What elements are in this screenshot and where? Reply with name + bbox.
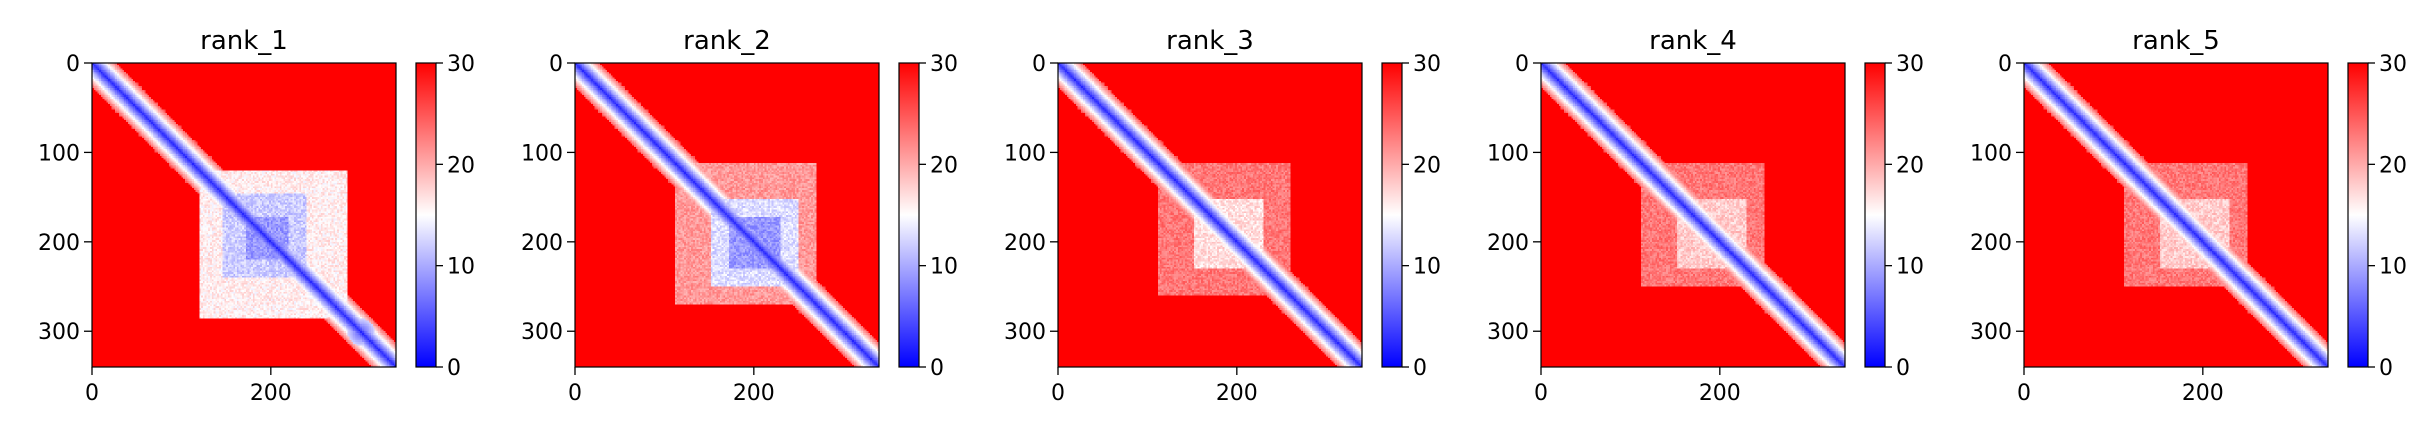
colorbar-tick-label: 0 [2379, 356, 2393, 381]
y-tick-label: 300 [521, 320, 563, 345]
y-tick-label: 0 [549, 52, 563, 77]
heatmap-panel-4: rank_4 0 100 200 300 0 200 0 10 20 30 [1487, 26, 1924, 406]
colorbar-tick-label: 10 [930, 255, 958, 280]
y-tick-label: 200 [521, 231, 563, 256]
heatmap-image [1541, 63, 1845, 367]
colorbar-tick-label: 30 [1413, 52, 1441, 77]
plot-frame [91, 62, 397, 368]
colorbar-tick-label: 0 [1896, 356, 1910, 381]
chart-title: rank_3 [1166, 26, 1254, 56]
colorbar-tick-label: 20 [930, 153, 958, 178]
colorbar-tick-label: 20 [447, 153, 475, 178]
plot-frame [1540, 62, 1846, 368]
colorbar-tick-label: 30 [1896, 52, 1924, 77]
y-tick-label: 100 [1487, 141, 1529, 166]
colorbar-frame [415, 62, 437, 368]
y-tick-label: 200 [1004, 231, 1046, 256]
colorbar-tick-label: 10 [2379, 255, 2407, 280]
colorbar [416, 63, 436, 367]
x-tick-label: 200 [1699, 381, 1741, 406]
y-tick-label: 0 [1032, 52, 1046, 77]
chart-title: rank_2 [683, 26, 771, 56]
colorbar-tick-label: 30 [2379, 52, 2407, 77]
y-tick-label: 0 [1515, 52, 1529, 77]
colorbar-tick-label: 20 [1413, 153, 1441, 178]
y-tick-label: 200 [1970, 231, 2012, 256]
colorbar-tick-label: 10 [447, 255, 475, 280]
colorbar-tick-label: 20 [2379, 153, 2407, 178]
colorbar-tick-label: 30 [930, 52, 958, 77]
colorbar-tick-label: 20 [1896, 153, 1924, 178]
heatmap-image [575, 63, 879, 367]
chart-title: rank_4 [1649, 26, 1737, 56]
y-tick-label: 300 [1004, 320, 1046, 345]
colorbar-frame [1381, 62, 1403, 368]
heatmap-image [92, 63, 396, 367]
y-tick-label: 100 [521, 141, 563, 166]
plot-frame [1057, 62, 1363, 368]
y-tick-label: 300 [1487, 320, 1529, 345]
x-tick-label: 0 [1051, 381, 1065, 406]
heatmap-panel-2: rank_2 0 100 200 300 0 200 0 10 20 30 [521, 26, 958, 406]
chart-title: rank_1 [200, 26, 288, 56]
x-tick-label: 0 [2017, 381, 2031, 406]
heatmap-panel-5: rank_5 0 100 200 300 0 200 0 10 20 30 [1970, 26, 2407, 406]
colorbar-tick-label: 30 [447, 52, 475, 77]
x-tick-label: 200 [733, 381, 775, 406]
y-tick-label: 100 [1970, 141, 2012, 166]
colorbar [899, 63, 919, 367]
y-tick-label: 100 [1004, 141, 1046, 166]
y-tick-label: 300 [38, 320, 80, 345]
colorbar [1382, 63, 1402, 367]
heatmap-image [2024, 63, 2328, 367]
y-tick-label: 200 [38, 231, 80, 256]
colorbar-tick-label: 10 [1896, 255, 1924, 280]
colorbar [2348, 63, 2368, 367]
plot-frame [574, 62, 880, 368]
y-tick-label: 200 [1487, 231, 1529, 256]
colorbar-tick-label: 0 [930, 356, 944, 381]
y-tick-label: 100 [38, 141, 80, 166]
y-tick-label: 0 [1998, 52, 2012, 77]
heatmap-image [1058, 63, 1362, 367]
x-tick-label: 200 [250, 381, 292, 406]
colorbar-tick-label: 10 [1413, 255, 1441, 280]
y-tick-label: 300 [1970, 320, 2012, 345]
chart-title: rank_5 [2132, 26, 2220, 56]
x-tick-label: 200 [1216, 381, 1258, 406]
colorbar-frame [1864, 62, 1886, 368]
x-tick-label: 0 [85, 381, 99, 406]
colorbar-tick-label: 0 [447, 356, 461, 381]
colorbar-tick-label: 0 [1413, 356, 1427, 381]
colorbar-frame [898, 62, 920, 368]
heatmap-panel-1: rank_1 0 100 200 300 0 200 0 10 20 30 [38, 26, 475, 406]
heatmap-panel-3: rank_3 0 100 200 300 0 200 0 10 20 30 [1004, 26, 1441, 406]
x-tick-label: 0 [1534, 381, 1548, 406]
y-tick-label: 0 [66, 52, 80, 77]
x-tick-label: 0 [568, 381, 582, 406]
x-tick-label: 200 [2182, 381, 2224, 406]
colorbar-frame [2347, 62, 2369, 368]
plot-frame [2023, 62, 2329, 368]
colorbar [1865, 63, 1885, 367]
